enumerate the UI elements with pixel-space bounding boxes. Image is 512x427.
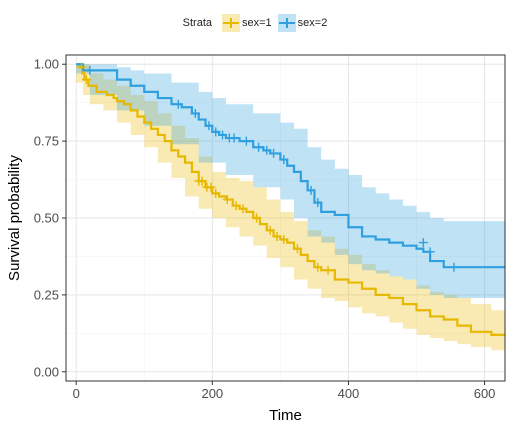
series-2-censor-mark <box>254 142 264 152</box>
series-1-censor-mark <box>211 188 221 198</box>
series-2-censor-mark <box>269 148 279 158</box>
legend-key-sex2-icon <box>277 14 296 32</box>
y-tick-label: 0.75 <box>34 134 59 149</box>
series-2-censor-mark <box>190 108 200 118</box>
legend-item-sex1: sex=1 <box>222 14 272 32</box>
series-2-censor-mark <box>211 127 221 137</box>
series-2-censor-mark <box>279 155 289 165</box>
series-2-censor-mark <box>173 99 183 109</box>
y-axis-ticks: 0.00 0.25 0.50 0.75 1.00 <box>34 57 66 379</box>
x-tick-label: 0 <box>73 386 80 401</box>
x-tick-label: 400 <box>338 386 360 401</box>
series-2-censor-mark <box>425 247 435 257</box>
y-axis-title: Survival probability <box>6 155 23 281</box>
series-1-censor-mark <box>265 225 275 235</box>
series-1-censor-mark <box>81 75 91 85</box>
x-axis-ticks: 0 200 400 600 <box>73 381 496 401</box>
series-2-censor-mark <box>262 145 272 155</box>
legend-label-sex2: sex=2 <box>297 17 328 29</box>
series-1-censor-mark <box>279 235 289 245</box>
series-1-censor-mark <box>222 195 232 205</box>
legend-title: Strata <box>182 17 212 29</box>
series-1-censor-mark <box>313 262 323 272</box>
series-1-censor-mark <box>77 62 87 72</box>
series-2-censor-mark <box>85 65 95 75</box>
x-axis-title: Time <box>269 407 302 424</box>
y-tick-label: 0.25 <box>34 287 59 302</box>
y-tick-label: 0.50 <box>34 211 59 226</box>
series-1-censor-mark <box>323 265 333 275</box>
x-tick-label: 600 <box>474 386 496 401</box>
y-tick-label: 0.00 <box>34 364 59 379</box>
grid <box>66 55 505 381</box>
series-1-censor-mark <box>292 244 302 254</box>
series-2-censor-mark <box>449 262 459 272</box>
legend-key-sex1-icon <box>222 14 240 32</box>
series-1-censor-mark <box>252 213 262 223</box>
confidence-bands <box>76 64 506 351</box>
series-2-censor-mark <box>313 198 323 208</box>
series-2-censor-mark <box>218 130 228 140</box>
legend-item-sex2: sex=2 <box>277 14 328 32</box>
x-tick-label: 200 <box>201 386 223 401</box>
series-2-censor-mark <box>418 238 428 248</box>
series-1-censor-mark <box>197 176 207 186</box>
legend-label-sex1: sex=1 <box>242 17 272 29</box>
series-2-confidence-band <box>76 64 506 298</box>
series-2-censor-mark <box>229 133 239 143</box>
series-2-censor-mark <box>241 136 251 146</box>
censor-marks <box>77 62 459 275</box>
series-1-censor-mark <box>272 231 282 241</box>
series-1-censor-mark <box>238 204 248 214</box>
y-tick-label: 1.00 <box>34 57 59 72</box>
series-1-confidence-band <box>76 64 506 351</box>
series-2-censor-mark <box>204 121 214 131</box>
legend: Strata sex=1 sex=2 <box>0 12 512 34</box>
series-1-censor-mark <box>231 201 241 211</box>
series-1-censor-mark <box>206 182 216 192</box>
series-2-censor-mark <box>306 185 316 195</box>
